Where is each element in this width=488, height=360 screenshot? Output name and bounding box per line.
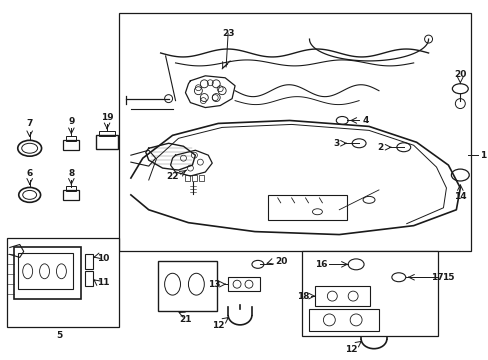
Text: 3: 3	[332, 139, 339, 148]
Text: 15: 15	[442, 273, 454, 282]
Bar	[315, 286, 369, 306]
Bar	[157, 261, 217, 311]
Bar	[85, 271, 93, 286]
Text: 20: 20	[274, 257, 286, 266]
Bar	[199, 175, 204, 181]
Text: 14: 14	[453, 192, 466, 201]
Text: 12: 12	[211, 321, 224, 330]
Text: 10: 10	[97, 255, 109, 264]
Bar	[185, 175, 190, 181]
Bar	[119, 13, 470, 251]
Bar	[7, 238, 119, 327]
Text: 9: 9	[68, 117, 74, 126]
Text: 17: 17	[429, 273, 442, 282]
Text: 11: 11	[97, 278, 109, 287]
Bar	[267, 195, 346, 220]
Bar	[99, 131, 115, 136]
Text: 4: 4	[361, 116, 367, 125]
Text: 7: 7	[26, 120, 33, 129]
Text: 23: 23	[222, 29, 234, 38]
Text: 19: 19	[101, 113, 113, 122]
Bar	[14, 247, 81, 299]
Bar	[228, 277, 259, 291]
Text: 20: 20	[453, 70, 466, 79]
Bar	[66, 186, 76, 191]
Text: 2: 2	[377, 143, 383, 152]
Text: 1: 1	[479, 151, 486, 160]
Bar	[301, 251, 438, 336]
Text: 18: 18	[296, 292, 309, 301]
Text: 12: 12	[344, 345, 356, 354]
Bar	[63, 190, 79, 200]
Text: 16: 16	[315, 260, 327, 269]
Bar	[85, 255, 93, 269]
Text: 22: 22	[165, 171, 178, 180]
Text: 5: 5	[56, 331, 62, 340]
Bar	[192, 175, 197, 181]
Text: 21: 21	[179, 315, 191, 324]
Text: 6: 6	[26, 169, 33, 178]
Bar	[18, 253, 73, 289]
Bar	[96, 135, 118, 149]
Text: 13: 13	[207, 280, 220, 289]
Bar	[66, 136, 76, 141]
Bar	[309, 309, 378, 331]
Bar	[63, 140, 79, 150]
Text: 8: 8	[68, 169, 74, 178]
